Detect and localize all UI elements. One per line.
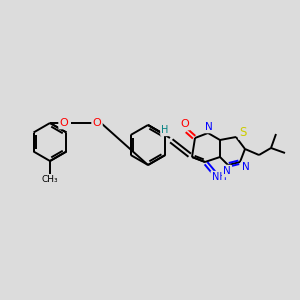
Text: N: N xyxy=(205,122,213,132)
Text: O: O xyxy=(60,118,68,128)
Text: N: N xyxy=(223,166,231,176)
Text: O: O xyxy=(93,118,101,128)
Text: CH₃: CH₃ xyxy=(42,176,58,184)
Text: O: O xyxy=(181,119,189,129)
Text: H: H xyxy=(161,125,169,135)
Text: N: N xyxy=(242,162,250,172)
Text: NH: NH xyxy=(212,172,226,182)
Text: S: S xyxy=(239,125,247,139)
